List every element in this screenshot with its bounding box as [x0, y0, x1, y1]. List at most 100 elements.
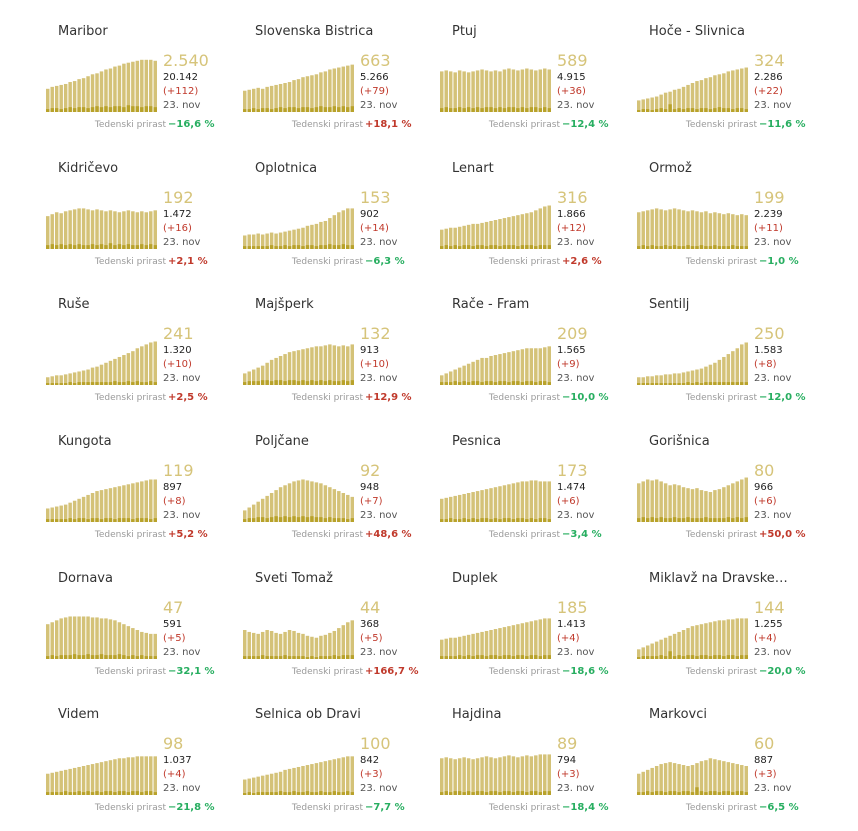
municipality-card[interactable]: Ptuj 589 4.915 (+36) 23. nov Tedenski prirast… — [440, 0, 636, 130]
municipality-card[interactable]: Hoče - Slivnica 324 2.286 (+22) 23. nov Teden… — [637, 0, 833, 130]
new-cases-value: (+36) — [557, 86, 586, 97]
daily-bar — [108, 518, 113, 522]
daily-bar — [744, 246, 748, 249]
municipality-card[interactable]: Pesnica 173 1.474 (+6) 23. nov Tedenski prira… — [440, 410, 636, 540]
active-bar — [637, 377, 641, 385]
sparkline-chart — [243, 756, 354, 795]
daily-bar — [681, 518, 686, 522]
active-bar — [489, 630, 493, 659]
active-bar — [717, 213, 722, 249]
active-bar — [726, 762, 731, 795]
active-cases-value: 132 — [360, 324, 391, 343]
daily-bar — [113, 519, 117, 522]
total-cases-value: 902 — [360, 209, 380, 220]
active-bar — [104, 362, 108, 385]
active-bar — [153, 756, 157, 795]
municipality-card[interactable]: Gorišnica 80 966 (+6) 23. nov Tedenski priras… — [637, 410, 833, 540]
sparkline-chart — [637, 758, 748, 795]
daily-bar — [341, 518, 346, 522]
daily-bar — [699, 518, 704, 522]
municipality-card[interactable]: Oplotnica 153 902 (+14) 23. nov Tedenski prir… — [243, 137, 439, 267]
daily-bar — [337, 656, 341, 659]
municipality-card[interactable]: Duplek 185 1.413 (+4) 23. nov Tedenski priras… — [440, 547, 636, 677]
municipality-card[interactable]: Videm 98 1.037 (+4) 23. nov Tedenski prirast −… — [46, 683, 242, 813]
active-bar — [708, 77, 713, 112]
daily-bar — [498, 656, 502, 659]
active-bar — [274, 233, 278, 249]
municipality-card[interactable]: Miklavž na Dravske… 144 1.255 (+4) 23. nov Te… — [637, 547, 833, 677]
daily-bar — [153, 245, 157, 249]
daily-bar — [520, 518, 525, 522]
municipality-card[interactable]: Hajdina 89 794 (+3) 23. nov Tedenski prirast −… — [440, 683, 636, 813]
active-bar — [453, 495, 457, 522]
municipality-card[interactable]: Rače - Fram 209 1.565 (+9) 23. nov Tedenski p… — [440, 273, 636, 403]
daily-bar — [516, 381, 520, 385]
municipality-card[interactable]: Šentilj 250 1.583 (+8) 23. nov Tedenski prira… — [637, 273, 833, 403]
sparkline-chart — [637, 342, 748, 385]
municipality-card[interactable]: Sveti Tomaž 44 368 (+5) 23. nov Tedenski prir… — [243, 547, 439, 677]
daily-bar — [547, 382, 551, 385]
active-bar — [81, 496, 86, 522]
active-bar — [547, 69, 551, 112]
active-bar — [744, 618, 748, 659]
municipality-card[interactable]: Kidričevo 192 1.472 (+16) 23. nov Tedenski pr… — [46, 137, 242, 267]
active-bar — [68, 616, 72, 659]
active-bar — [543, 618, 547, 659]
active-bar — [444, 70, 448, 112]
municipality-card[interactable]: Slovenska Bistrica 663 5.266 (+79) 23. nov Te… — [243, 0, 439, 130]
daily-bar — [90, 382, 95, 385]
active-bar — [350, 620, 354, 659]
active-bar — [637, 773, 641, 795]
daily-bar — [260, 246, 265, 249]
daily-bar — [54, 519, 59, 522]
daily-bar — [471, 792, 475, 795]
daily-bar — [126, 244, 131, 249]
daily-bar — [50, 792, 54, 795]
daily-bar — [319, 517, 323, 522]
daily-bar — [108, 243, 113, 249]
daily-bar — [346, 655, 350, 659]
active-bar — [274, 84, 278, 112]
active-bar — [502, 485, 507, 522]
municipality-card[interactable]: Dornava 47 591 (+5) 23. nov Tedenski prirast −… — [46, 547, 242, 677]
active-bar — [475, 491, 480, 522]
municipality-card[interactable]: Ruše 241 1.320 (+10) 23. nov Tedenski prirast… — [46, 273, 242, 403]
daily-bar — [292, 107, 296, 112]
daily-bar — [346, 519, 350, 522]
daily-bar — [346, 791, 350, 795]
active-bar — [440, 71, 444, 112]
daily-bar — [104, 382, 108, 385]
daily-bar — [659, 246, 663, 249]
active-bar — [645, 98, 650, 112]
active-bar — [341, 757, 346, 795]
daily-bar — [668, 104, 672, 112]
daily-bar — [256, 381, 260, 385]
daily-bar — [341, 792, 346, 795]
municipality-card[interactable]: Majšperk 132 913 (+10) 23. nov Tedenski prira… — [243, 273, 439, 403]
active-bar — [149, 59, 153, 112]
municipality-card[interactable]: Selnica ob Dravi 100 842 (+3) 23. nov Tedensk… — [243, 683, 439, 813]
active-bar — [529, 69, 534, 112]
active-bar — [525, 755, 529, 795]
municipality-card[interactable]: Poljčane 92 948 (+7) 23. nov Tedenski prirast… — [243, 410, 439, 540]
active-bar — [735, 764, 740, 795]
daily-bar — [502, 655, 507, 659]
active-bar — [740, 618, 744, 659]
municipality-card[interactable]: Ormož 199 2.239 (+11) 23. nov Tedenski priras… — [637, 137, 833, 267]
active-bar — [731, 70, 735, 112]
active-bar — [699, 368, 704, 385]
municipality-card[interactable]: Kungota 119 897 (+8) 23. nov Tedenski prirast… — [46, 410, 242, 540]
active-bar — [654, 96, 659, 112]
total-cases-value: 966 — [754, 482, 774, 493]
daily-bar — [274, 108, 278, 112]
municipality-card[interactable]: Markovci 60 887 (+3) 23. nov Tedenski prirast… — [637, 683, 833, 813]
municipality-card[interactable]: Maribor 2.540 20.142 (+112) 23. nov Tedenski … — [46, 0, 242, 130]
active-bar — [341, 210, 346, 249]
daily-bar — [314, 246, 319, 249]
municipality-card[interactable]: Lenart 316 1.866 (+12) 23. nov Tedenski prira… — [440, 137, 636, 267]
active-bar — [462, 757, 466, 795]
active-bar — [534, 620, 538, 659]
active-bar — [475, 223, 480, 249]
daily-bar — [650, 792, 654, 795]
active-bar — [663, 210, 668, 249]
